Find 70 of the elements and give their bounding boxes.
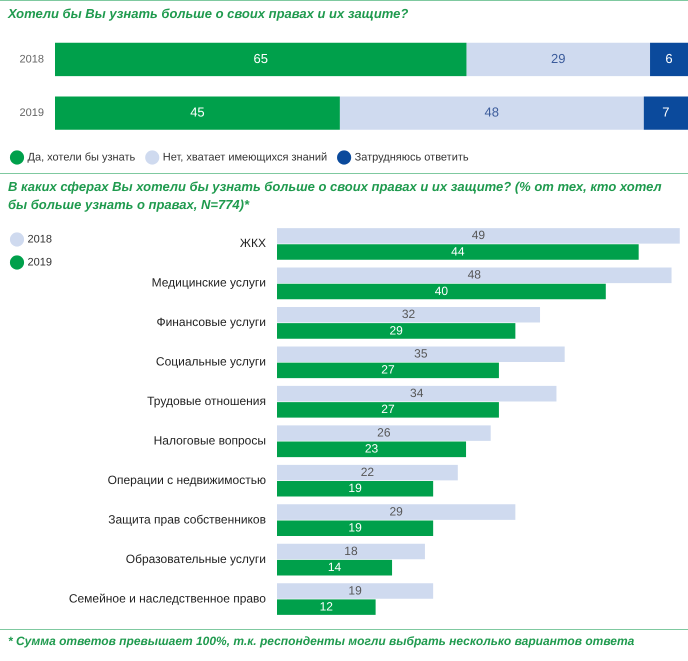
data-label: 48 [468,268,482,282]
data-label: 35 [414,346,428,361]
bar [276,544,425,560]
chart-title: Хотели бы Вы узнать больше о своих правах и их защите? [6,5,410,23]
y-tick-label: Защита прав собственников [108,512,266,526]
legend-label: Затрудняюсь ответить [354,152,469,164]
bar [276,520,434,536]
data-label: 6 [665,51,673,66]
data-label: 18 [344,544,358,558]
bar [276,442,466,458]
bar [276,599,376,615]
bar [276,268,672,284]
bar [650,42,688,76]
data-label: 19 [348,583,362,598]
bar [340,96,644,130]
y-tick-label: Семейное и наследственное право [68,591,266,606]
data-label: 7 [662,104,670,120]
legend-label: 2019 [28,256,52,269]
bar [276,464,458,480]
y-tick-label: Налоговые вопросы [154,434,266,448]
bar [276,583,434,599]
data-label: 32 [402,307,416,322]
bar [276,346,565,362]
y-tick-label: Образовательные услуги [126,552,266,566]
text: * Сумма ответов превышает 100%, т.к. респонденты могли выбрать несколько вариантов ответа [0,629,688,652]
bar [466,42,650,76]
data-label: 22 [360,464,374,479]
y-tick-label: Финансовые услуги [156,315,266,330]
bar [276,362,499,378]
bar [276,244,639,260]
bar [55,42,466,76]
data-label: 26 [377,425,391,440]
data-label: 19 [348,520,362,535]
bar [276,306,540,323]
data-label: 49 [472,228,486,242]
data-label: 65 [253,51,268,66]
data-label: 45 [190,104,205,120]
data-label: 23 [364,442,378,456]
chart-title: В каких сферах Вы хотели бы узнать больше о своих правах и их защите? (% от тех, кто хотел бы больше узнать о правах, N=774)* [7,178,663,214]
data-label: 19 [348,481,362,496]
bar [276,402,499,418]
y-tick-label: Операции с недвижимостью [108,473,266,488]
legend-label: Да, хотели бы узнать [28,152,136,164]
data-label: 29 [389,323,404,338]
data-label: 44 [451,244,465,258]
data-label: 48 [484,104,500,120]
y-tick-label: Медицинские услуги [152,276,266,290]
data-label: 40 [434,284,448,298]
bar [276,323,516,339]
bar [276,504,516,520]
data-label: 27 [381,362,395,377]
bar [276,425,491,441]
data-label: 14 [328,560,342,574]
bar [276,560,392,576]
y-tick-label: Трудовые отношения [147,394,266,408]
bar [276,284,606,300]
bar [276,481,434,497]
legend-label: Нет, хватает имеющихся знаний [162,152,328,164]
data-label: 34 [410,386,424,400]
legend-label: 2018 [28,234,52,246]
data-label: 12 [320,599,334,614]
bar [276,228,680,244]
data-label: 27 [381,402,395,416]
y-tick-label: ЖКХ [240,236,266,250]
data-label: 29 [551,51,566,66]
data-label: 29 [389,504,404,518]
y-tick-label: Социальные услуги [156,354,266,369]
bar [644,96,688,130]
bar [55,96,340,130]
bar [276,386,556,402]
